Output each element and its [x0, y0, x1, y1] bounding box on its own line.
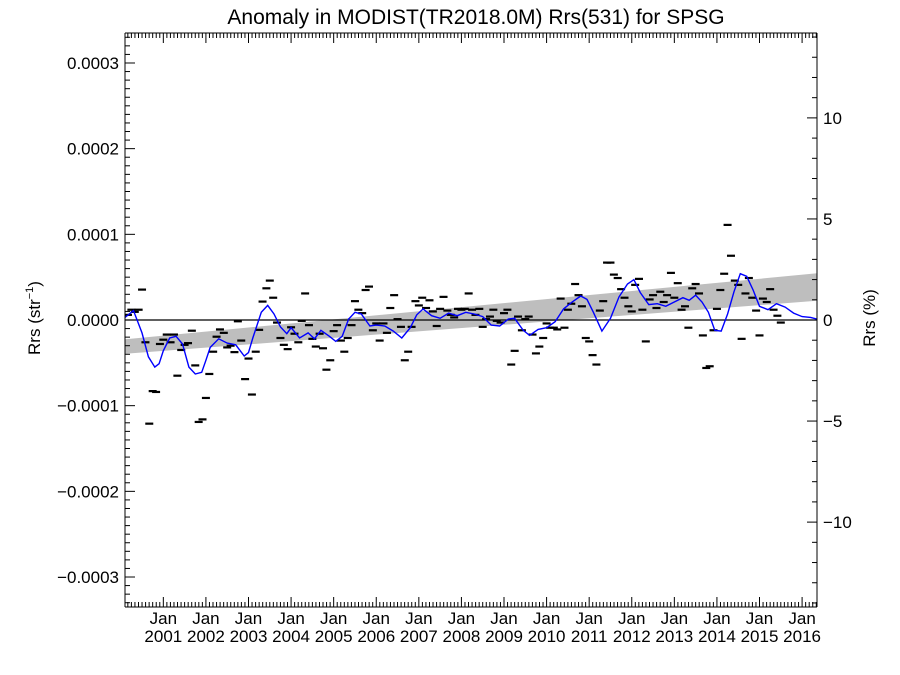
y-axis-left-label-superscript: −1 [24, 287, 36, 300]
x-tick-month-label: Jan [618, 609, 645, 628]
x-tick-month-label: Jan [575, 609, 602, 628]
y-tick-label: 0.0002 [67, 140, 119, 159]
x-tick-year-label: 2013 [655, 627, 693, 646]
x-tick-year-label: 2016 [783, 627, 821, 646]
y2-tick-label: 5 [823, 210, 832, 229]
x-tick-month-label: Jan [192, 609, 219, 628]
x-tick-month-label: Jan [448, 609, 475, 628]
y-axis-left-label: Rrs (str−1) [24, 281, 44, 355]
y-tick-label: −0.0002 [57, 482, 119, 501]
chart-title: Anomaly in MODIST(TR2018.0M) Rrs(531) fo… [227, 6, 724, 29]
monthly-anomaly-markers [125, 223, 785, 425]
x-tick-year-label: 2006 [357, 627, 395, 646]
y-tick-label: −0.0001 [57, 397, 119, 416]
y2-tick-label: 10 [823, 109, 842, 128]
x-tick-month-label: Jan [490, 609, 517, 628]
plot-inner [125, 223, 817, 425]
x-tick-month-label: Jan [150, 609, 177, 628]
y-axis-left-label-main: Rrs (str [25, 299, 44, 355]
x-tick-month-label: Jan [320, 609, 347, 628]
x-tick-month-label: Jan [235, 609, 262, 628]
y-tick-label: 0.0001 [67, 225, 119, 244]
x-tick-year-label: 2007 [400, 627, 438, 646]
x-tick-month-label: Jan [661, 609, 688, 628]
x-tick-year-label: 2005 [315, 627, 353, 646]
x-tick-month-label: Jan [703, 609, 730, 628]
x-tick-year-label: 2004 [272, 627, 310, 646]
x-tick-year-label: 2003 [230, 627, 268, 646]
y2-tick-label: −5 [823, 412, 842, 431]
x-tick-year-label: 2008 [443, 627, 481, 646]
x-tick-year-label: 2012 [613, 627, 651, 646]
x-tick-year-label: 2015 [741, 627, 779, 646]
x-tick-month-label: Jan [533, 609, 560, 628]
y2-tick-label: −10 [823, 513, 852, 532]
x-tick-month-label: Jan [363, 609, 390, 628]
x-tick-month-label: Jan [788, 609, 815, 628]
x-tick-year-label: 2002 [187, 627, 225, 646]
x-tick-month-label: Jan [405, 609, 432, 628]
y-axis-right: 10 5 0 −5 −10 [807, 36, 852, 604]
x-tick-year-label: 2014 [698, 627, 736, 646]
x-tick-year-label: 2001 [144, 627, 182, 646]
y-tick-label: 0.0000 [67, 311, 119, 330]
y-tick-label: 0.0003 [67, 54, 119, 73]
y-axis-left-label-suffix: ) [25, 281, 44, 287]
y-axis-left: 0.0003 0.0002 0.0001 0.0000 −0.0001 −0.0002 −0… [57, 36, 135, 604]
plot-area [124, 32, 818, 608]
x-tick-year-label: 2011 [571, 627, 608, 646]
y2-tick-label: 0 [823, 311, 832, 330]
smoothed-anomaly-line [125, 272, 817, 375]
x-tick-year-label: 2010 [528, 627, 566, 646]
y-axis-right-label: Rrs (%) [860, 289, 879, 347]
x-tick-month-label: Jan [277, 609, 304, 628]
x-axis: Jan2001Jan2002Jan2003Jan2004Jan2005Jan20… [127, 33, 821, 646]
x-tick-year-label: 2009 [485, 627, 523, 646]
x-tick-month-label: Jan [746, 609, 773, 628]
y-tick-label: −0.0003 [57, 568, 119, 587]
